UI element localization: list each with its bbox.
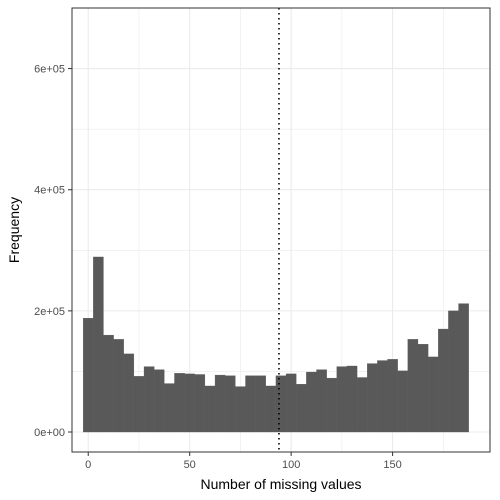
histogram-bar [194,374,206,433]
histogram-bar [255,375,266,433]
histogram-bar [346,365,358,433]
histogram-bar [93,256,104,433]
panel-border [71,7,491,453]
histogram-bar [265,385,277,433]
histogram-bar [204,385,216,433]
histogram-bar [458,303,469,433]
x-tick-label: 50 [184,459,196,471]
histogram-bar [275,375,287,433]
histogram-bar [174,373,185,433]
y-axis-ticks: 0e+00 2e+05 4e+05 6e+05 [34,64,72,439]
y-tick-label: 6e+05 [34,64,65,76]
histogram-bar [103,334,114,433]
y-axis-title: Frequency [6,197,22,263]
histogram-bar [225,375,236,433]
histogram-bar [133,376,145,433]
histogram-bar [427,356,439,433]
histogram-bar [407,339,419,433]
histogram-bar [316,369,327,433]
histogram-bar [113,339,124,433]
histogram-bar [154,369,165,433]
histogram-bar [143,366,155,433]
histogram-bar [377,360,388,433]
histogram-bar [83,317,94,433]
histogram-bar [367,363,378,433]
y-tick-label: 4e+05 [34,185,65,197]
y-tick-label: 2e+05 [34,306,65,318]
x-tick-label: 0 [85,459,91,471]
histogram-bar [164,383,175,433]
y-tick-label: 0e+00 [34,427,65,439]
histogram-bar [438,328,449,433]
x-axis-title: Number of missing values [200,476,361,492]
histogram-bar [285,373,297,433]
histogram-bar [123,353,135,433]
histogram-bar [296,384,307,433]
histogram-bar [336,366,348,433]
histogram-bar [397,370,408,433]
histogram-bar [417,344,429,433]
x-axis-ticks: 0 50 100 150 [85,452,402,471]
histogram-bars [83,256,469,433]
histogram-bar [326,377,337,433]
histogram-bar [387,359,398,433]
histogram-bar [448,310,459,433]
histogram-bar [356,377,368,433]
histogram-bar [306,371,317,433]
x-tick-label: 150 [383,459,401,471]
histogram-bar [214,374,226,433]
histogram-bar [245,375,256,433]
histogram-bar [235,386,246,433]
histogram-bar [184,373,195,433]
x-tick-label: 100 [282,459,300,471]
